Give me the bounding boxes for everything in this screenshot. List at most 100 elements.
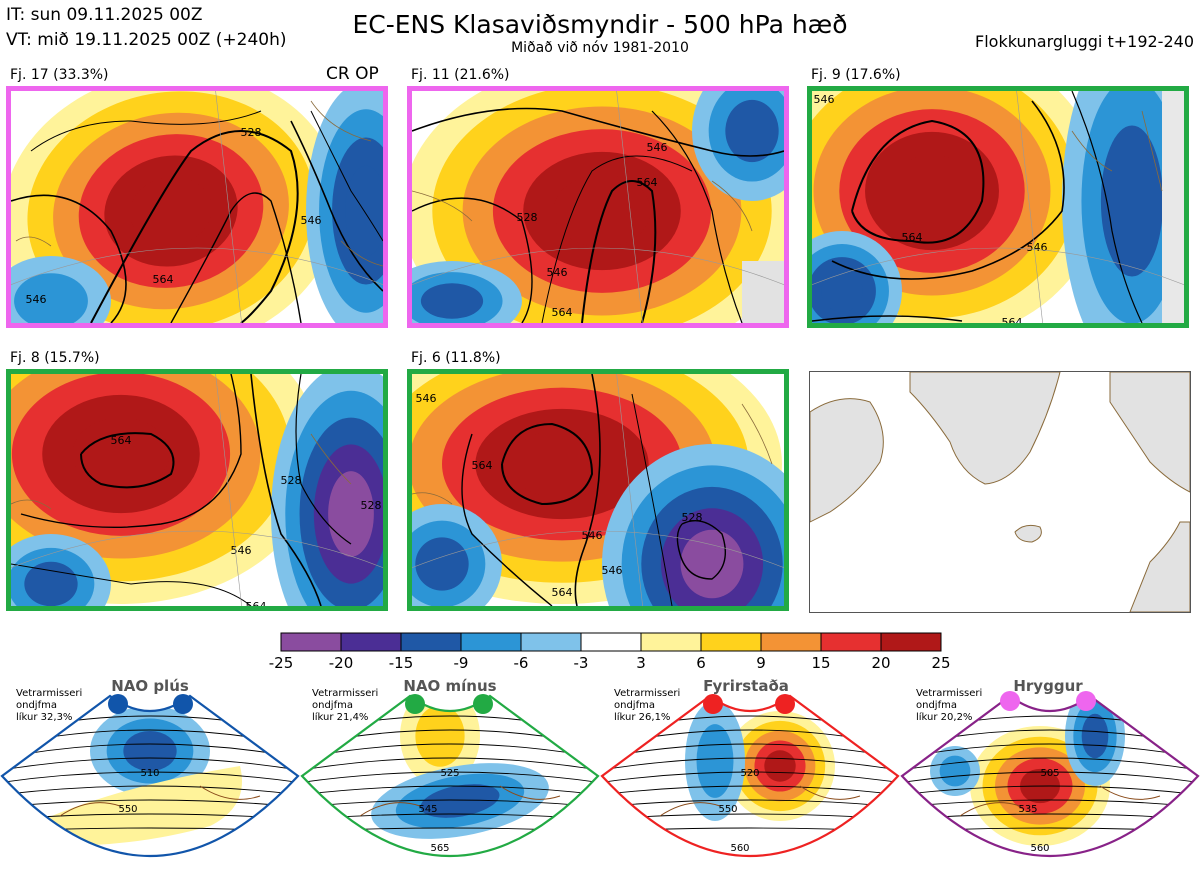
anomaly-band (72, 417, 170, 491)
contour-label: 546 (814, 93, 835, 106)
height-contour (30, 110, 262, 152)
height-contour (541, 155, 693, 323)
regime-3-probability: líkur 26,1% (614, 712, 671, 723)
contour-label: 564 (1002, 316, 1023, 323)
height-contour (581, 180, 657, 323)
anomaly-band (764, 750, 796, 782)
contour-label: 546 (647, 141, 668, 154)
colorbar (280, 632, 942, 652)
contour-label: 528 (682, 511, 703, 524)
colorbar-segment (700, 632, 762, 652)
colorbar-tick: -9 (453, 654, 469, 672)
anomaly-band (420, 283, 484, 319)
height-contour (302, 785, 598, 797)
graticule (616, 374, 643, 606)
height-contour (602, 757, 898, 773)
regime-nao-plus: 510 550 (0, 676, 300, 876)
regime-3-season: Vetrarmisseri (614, 688, 681, 699)
contour-label: 560 (730, 843, 749, 854)
colorbar-tick: -3 (573, 654, 589, 672)
regime-marker (108, 694, 128, 714)
height-contour (501, 422, 594, 506)
regime-frame (900, 694, 1200, 858)
contour-label: 565 (430, 843, 449, 854)
graticule (412, 247, 784, 286)
height-contour (651, 110, 743, 323)
contour-label: 545 (418, 804, 437, 815)
regime-marker (703, 694, 723, 714)
height-contour (310, 110, 383, 242)
anomaly-band (123, 731, 177, 771)
height-contour (851, 119, 985, 244)
height-contour (2, 785, 298, 797)
contour-label: 550 (118, 804, 137, 815)
contour-label: 546 (1027, 241, 1048, 254)
contour-label: 564 (902, 231, 923, 244)
height-contour (2, 757, 298, 773)
contour-label: 564 (552, 306, 573, 319)
height-contour (602, 771, 898, 785)
regime-marker (1076, 691, 1096, 711)
height-contour (602, 785, 898, 797)
height-contour (812, 315, 963, 322)
colorbar-segment (880, 632, 942, 652)
cluster-window: Flokkunargluggi t+192-240 (975, 32, 1194, 51)
contour-label: 546 (231, 544, 252, 557)
height-contour (902, 757, 1198, 773)
regime-frame (0, 694, 300, 858)
contour-label: 550 (718, 804, 737, 815)
height-contour (631, 393, 673, 606)
cluster-map-5: 564 546 528 546 564 546 (407, 369, 789, 611)
height-contour (574, 374, 601, 606)
graticule (11, 530, 383, 569)
regime-4-months: ondjfma (916, 700, 957, 711)
contour-label: 560 (1030, 843, 1049, 854)
coastline (359, 785, 561, 817)
anomaly-band (420, 784, 500, 818)
graticule (412, 530, 784, 569)
cluster-1-label: Fj. 17 (33.3%) (10, 67, 109, 83)
cluster-map-4: 564 528 528 546 564 (6, 369, 388, 611)
regime-frame (600, 694, 900, 858)
height-contour (250, 374, 322, 606)
coastline (1071, 110, 1163, 192)
graticule (11, 247, 383, 286)
coastline (412, 180, 753, 232)
coastline (59, 785, 261, 817)
contour-label: 528 (517, 211, 538, 224)
anomaly-band (890, 154, 974, 228)
coastline (15, 100, 383, 267)
cluster-2-label: Fj. 11 (21.6%) (411, 67, 510, 83)
regime-frame (300, 694, 600, 858)
contour-label: 505 (1040, 768, 1059, 779)
height-contour (20, 374, 242, 529)
colorbar-tick: -20 (328, 654, 354, 672)
height-contour (412, 197, 533, 323)
height-contour (2, 771, 298, 785)
height-contour (302, 757, 598, 773)
contour-label: 546 (602, 564, 623, 577)
height-contour (80, 432, 175, 489)
colorbar-segment (400, 632, 462, 652)
colorbar-tick: 3 (636, 654, 646, 672)
contour-label: 528 (281, 474, 302, 487)
anomaly-band (680, 529, 744, 599)
colorbar-tick: 15 (811, 654, 831, 672)
regime-nao-minus: 525 545 565 (300, 676, 600, 876)
contour-label: 546 (547, 266, 568, 279)
contour-label: 528 (241, 126, 262, 139)
anomaly-band (1081, 713, 1109, 759)
colorbar-tick: -6 (513, 654, 529, 672)
land (1162, 91, 1184, 323)
cluster-map-2: 528 546 564 546 564 (407, 86, 789, 328)
colorbar-segment (280, 632, 342, 652)
contour-label: 564 (111, 434, 132, 447)
contour-label: 564 (637, 176, 658, 189)
regime-4-probability: líkur 20,2% (916, 712, 973, 723)
anomaly-band (821, 270, 863, 312)
contour-label: 564 (153, 273, 174, 286)
cluster-3-label: Fj. 9 (17.6%) (811, 67, 901, 83)
height-contour (676, 520, 726, 580)
cluster-5-label: Fj. 6 (11.8%) (411, 350, 501, 366)
regime-3-info: Vetrarmisseri ondjfma líkur 26,1% (614, 688, 680, 724)
